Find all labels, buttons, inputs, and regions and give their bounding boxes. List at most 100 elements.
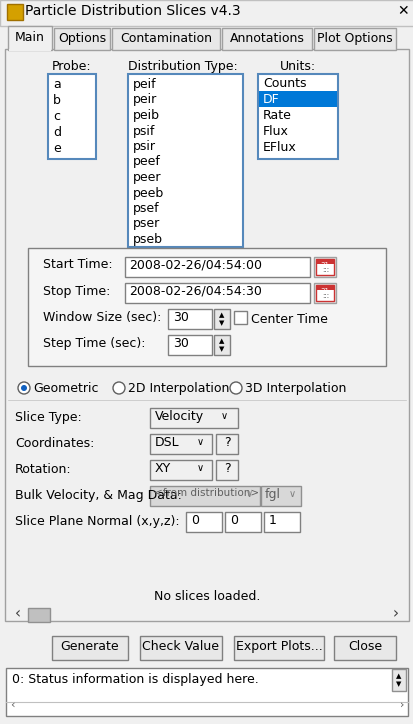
Text: DSL: DSL xyxy=(154,436,179,449)
Text: :::: ::: xyxy=(321,293,328,299)
Text: ▲: ▲ xyxy=(219,312,224,318)
Text: c: c xyxy=(53,110,60,123)
Text: Probe:: Probe: xyxy=(52,60,92,73)
Text: 2008-02-26/04:54:30: 2008-02-26/04:54:30 xyxy=(129,285,261,298)
Text: Plot Options: Plot Options xyxy=(316,32,392,45)
Bar xyxy=(9,49,51,51)
Text: ‹: ‹ xyxy=(10,700,14,710)
Text: peer: peer xyxy=(133,171,161,184)
Bar xyxy=(224,512,260,532)
Text: Slice Plane Normal (x,y,z):: Slice Plane Normal (x,y,z): xyxy=(15,515,179,528)
Text: Step Time (sec):: Step Time (sec): xyxy=(43,337,145,350)
Text: Velocity: Velocity xyxy=(154,410,204,423)
Text: Stop Time:: Stop Time: xyxy=(43,285,110,298)
Text: Rotation:: Rotation: xyxy=(15,463,71,476)
Text: Annotations: Annotations xyxy=(229,32,304,45)
Bar xyxy=(257,74,337,159)
Bar xyxy=(52,636,128,660)
Text: ›: › xyxy=(392,607,398,621)
Text: d: d xyxy=(53,126,61,139)
Text: Distribution Type:: Distribution Type: xyxy=(128,60,237,73)
Text: peib: peib xyxy=(133,109,159,122)
Bar xyxy=(313,28,395,50)
Text: 31: 31 xyxy=(320,262,329,268)
Text: peir: peir xyxy=(133,93,157,106)
Text: 31: 31 xyxy=(320,288,329,294)
Text: peeb: peeb xyxy=(133,187,164,200)
Text: ▲: ▲ xyxy=(395,673,401,679)
Text: Close: Close xyxy=(347,640,381,653)
Text: ?: ? xyxy=(223,436,230,449)
Bar xyxy=(125,257,309,277)
Text: Contamination: Contamination xyxy=(120,32,211,45)
Bar xyxy=(315,285,333,301)
Text: 1: 1 xyxy=(268,514,276,527)
Text: 0: 0 xyxy=(230,514,237,527)
Text: ∨: ∨ xyxy=(196,437,203,447)
Bar xyxy=(140,636,221,660)
Text: Bulk Velocity, & Mag Data:: Bulk Velocity, & Mag Data: xyxy=(15,489,181,502)
Text: Slice Type:: Slice Type: xyxy=(15,411,81,424)
Circle shape xyxy=(21,385,27,391)
Text: Coordinates:: Coordinates: xyxy=(15,437,94,450)
Text: Rate: Rate xyxy=(262,109,291,122)
Bar xyxy=(333,636,395,660)
Circle shape xyxy=(18,382,30,394)
Text: Center Time: Center Time xyxy=(250,313,327,326)
Text: Geometric: Geometric xyxy=(33,382,98,395)
Bar xyxy=(315,259,333,275)
Text: 2008-02-26/04:54:00: 2008-02-26/04:54:00 xyxy=(129,259,261,272)
Text: 30: 30 xyxy=(173,337,188,350)
Bar xyxy=(0,0,413,26)
Bar xyxy=(28,248,385,366)
Text: Start Time:: Start Time: xyxy=(43,258,112,272)
Bar xyxy=(168,309,211,329)
Text: Check Value: Check Value xyxy=(142,640,219,653)
Text: EFlux: EFlux xyxy=(262,141,296,154)
Text: DF: DF xyxy=(262,93,279,106)
Bar xyxy=(233,311,247,324)
Text: 0: 0 xyxy=(190,514,199,527)
Text: XY: XY xyxy=(154,462,171,475)
Bar xyxy=(150,408,237,428)
Text: Window Size (sec):: Window Size (sec): xyxy=(43,311,161,324)
Bar xyxy=(112,28,219,50)
Text: psif: psif xyxy=(133,125,155,138)
Bar xyxy=(168,335,211,355)
Bar xyxy=(221,28,311,50)
Text: 2D Interpolation: 2D Interpolation xyxy=(128,382,229,395)
Text: ▼: ▼ xyxy=(219,346,224,352)
Bar xyxy=(125,283,309,303)
Bar xyxy=(216,460,237,480)
Text: pser: pser xyxy=(133,217,160,230)
Text: Units:: Units: xyxy=(279,60,315,73)
Bar xyxy=(185,512,221,532)
Bar xyxy=(5,49,408,621)
Text: Flux: Flux xyxy=(262,125,288,138)
Text: Generate: Generate xyxy=(61,640,119,653)
Text: :::: ::: xyxy=(321,267,328,273)
Bar xyxy=(150,486,259,506)
Bar xyxy=(150,434,211,454)
Text: ›: › xyxy=(399,700,403,710)
Bar xyxy=(7,4,23,20)
Bar xyxy=(313,257,335,277)
Text: 30: 30 xyxy=(173,311,188,324)
Bar xyxy=(54,28,110,50)
Text: psir: psir xyxy=(133,140,156,153)
Bar xyxy=(150,460,211,480)
Bar xyxy=(28,608,50,622)
Text: <from distribution>: <from distribution> xyxy=(154,488,259,498)
Text: No slices loaded.: No slices loaded. xyxy=(154,590,259,603)
Bar xyxy=(8,26,52,50)
Circle shape xyxy=(230,382,242,394)
Text: Export Plots...: Export Plots... xyxy=(235,640,322,653)
Text: ▲: ▲ xyxy=(219,338,224,344)
Bar xyxy=(263,512,299,532)
Bar xyxy=(315,259,333,264)
Text: ∨: ∨ xyxy=(196,463,203,473)
Text: ∨: ∨ xyxy=(288,489,295,499)
Text: ▼: ▼ xyxy=(219,320,224,326)
Text: peef: peef xyxy=(133,156,161,169)
Bar xyxy=(214,335,230,355)
